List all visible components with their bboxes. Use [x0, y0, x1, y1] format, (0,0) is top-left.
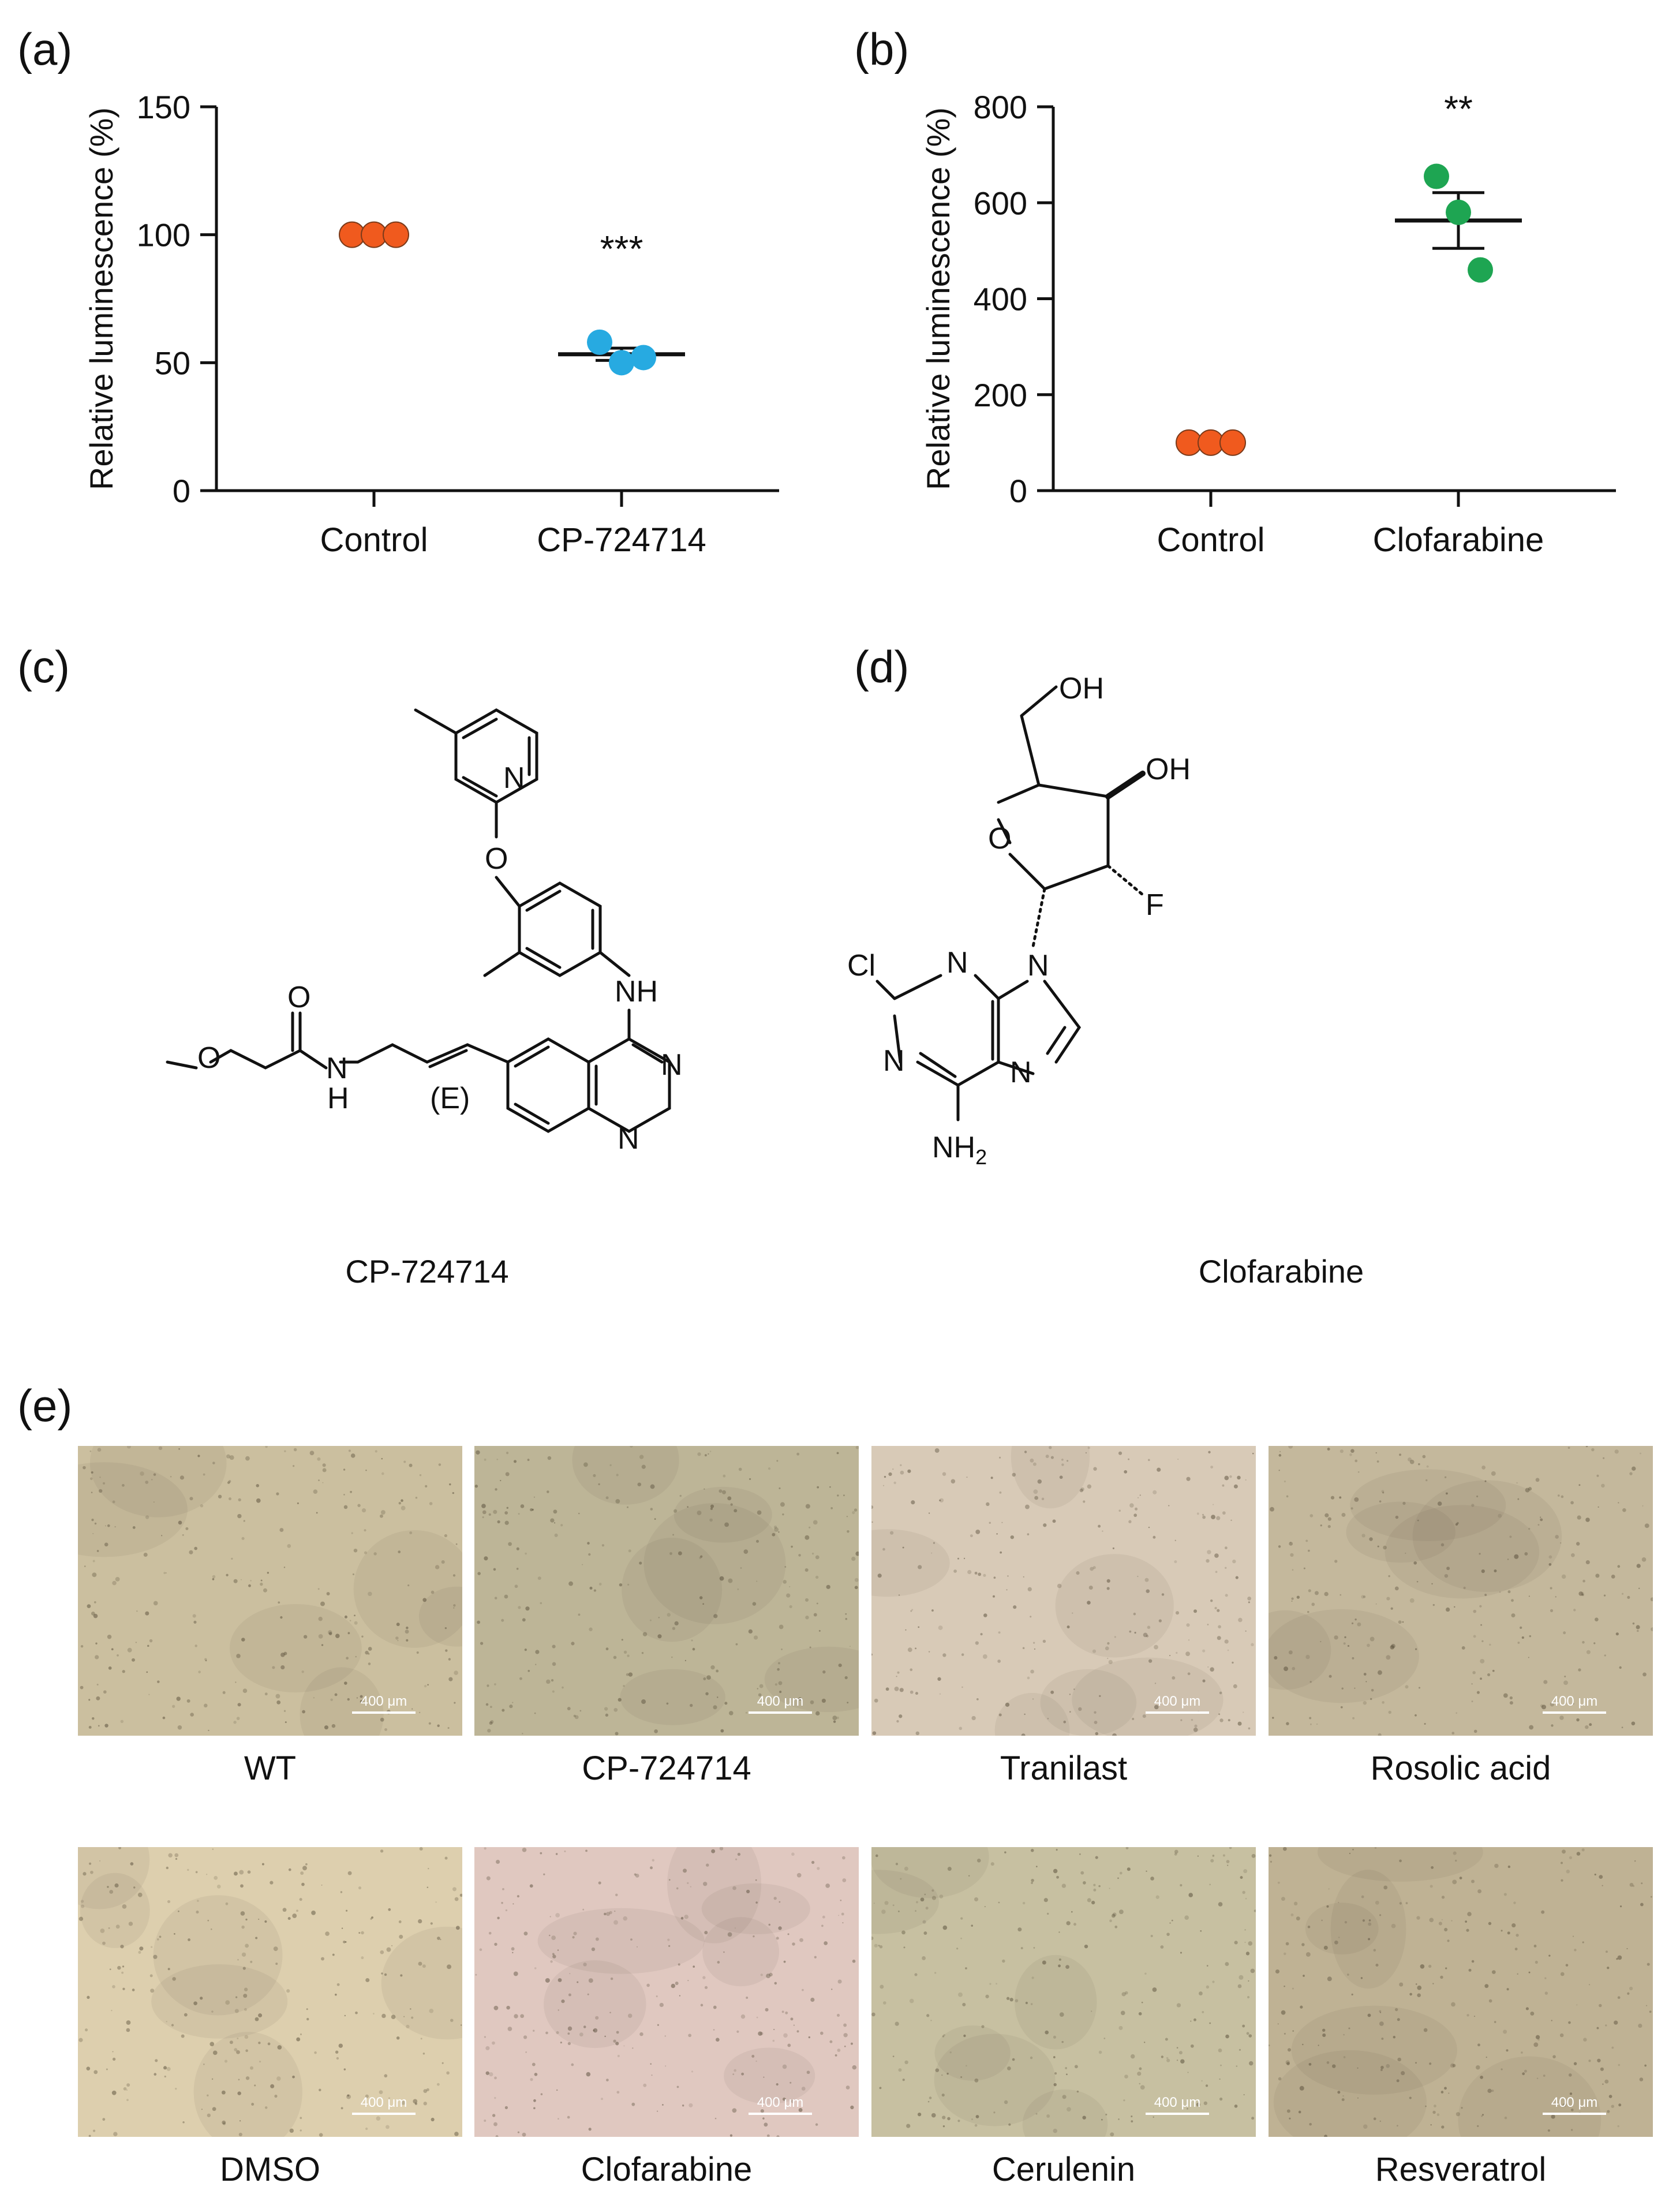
atom-n-amide: N	[326, 1052, 348, 1085]
scale-bar-label: 400 μm	[1154, 2095, 1201, 2110]
atom-o-methoxy: O	[197, 1041, 220, 1075]
atom-n7: N	[1010, 1056, 1032, 1089]
chart-b: 0 200 400 600 800 Relative luminescence (%) Co…	[920, 88, 1616, 559]
micrograph-image: 400 μm	[871, 1446, 1256, 1736]
y-axis-label: Relative luminescence (%)	[83, 107, 119, 490]
caption-cp724714: CP-724714	[345, 1253, 509, 1290]
atom-n9: N	[1027, 949, 1049, 982]
data-point	[1468, 257, 1493, 283]
micrograph-caption: WT	[244, 1750, 297, 1787]
atom-cl: Cl	[847, 949, 875, 982]
scale-bar-label: 400 μm	[361, 2095, 407, 2110]
micrograph-image: 400 μm	[474, 1847, 859, 2137]
micrograph-image: 400 μm	[1269, 1847, 1653, 2137]
chart-a: 0 50 100 150 Relative luminescence (%) Contro…	[83, 89, 779, 559]
x-tick-label: CP-724714	[537, 521, 706, 559]
scale-bar-label: 400 μm	[361, 1694, 407, 1709]
micrograph-caption: Resveratrol	[1375, 2151, 1547, 2188]
y-tick-label: 600	[974, 185, 1027, 221]
y-tick-label: 800	[974, 89, 1027, 125]
panel-label-c: (c)	[17, 641, 70, 692]
structure-cp724714: N O NH O O N H (E) N N	[166, 708, 683, 1156]
y-tick-label: 200	[974, 377, 1027, 413]
micrograph-image: 400 μm	[871, 1847, 1256, 2137]
atom-nh2: NH2	[932, 1131, 987, 1169]
atom-n3: N	[883, 1044, 905, 1078]
y-tick-label: 0	[1009, 473, 1027, 509]
micrograph-image: 400 μm	[78, 1446, 462, 1736]
scale-bar-label: 400 μm	[1551, 1694, 1598, 1709]
atom-n1: N	[946, 946, 968, 980]
y-tick-label: 400	[974, 281, 1027, 317]
micrograph-caption: CP-724714	[582, 1750, 751, 1787]
data-point	[1219, 429, 1246, 456]
micrograph-image: 400 μm	[78, 1847, 462, 2137]
data-point	[1424, 163, 1449, 189]
atom-f: F	[1146, 888, 1164, 922]
y-tick-label: 150	[137, 89, 190, 125]
data-point	[1446, 199, 1471, 225]
atom-h-amide: H	[327, 1082, 349, 1115]
x-tick-label: Clofarabine	[1373, 521, 1544, 559]
data-point	[587, 329, 612, 355]
atom-nh: NH	[615, 975, 658, 1008]
micrograph-caption: Cerulenin	[991, 2151, 1136, 2188]
data-point	[631, 345, 656, 371]
significance-marker: **	[1444, 88, 1473, 130]
data-point	[609, 350, 634, 376]
atom-o-ether: O	[485, 842, 508, 876]
atom-oh-1: OH	[1059, 672, 1104, 705]
y-tick-label: 0	[173, 473, 190, 509]
atom-o-ring: O	[988, 822, 1011, 855]
structure-clofarabine: OH OH O F Cl N N N N NH2	[847, 672, 1191, 1169]
atom-o-carbonyl: O	[287, 981, 310, 1014]
atom-n-q2: N	[618, 1122, 639, 1156]
scale-bar-label: 400 μm	[757, 1694, 804, 1709]
atom-n-pyridine: N	[503, 761, 525, 795]
atom-n-q1: N	[661, 1048, 683, 1082]
atom-oh-2: OH	[1146, 753, 1191, 786]
micrograph-caption: Tranilast	[1000, 1750, 1128, 1787]
scale-bar-label: 400 μm	[1551, 2095, 1598, 2110]
micrograph-caption: Clofarabine	[581, 2151, 753, 2188]
micrograph-image: 400 μm	[1269, 1446, 1653, 1736]
y-axis-label: Relative luminescence (%)	[920, 107, 956, 490]
panel-label-d: (d)	[854, 641, 910, 692]
y-tick-label: 100	[137, 217, 190, 253]
y-tick-label: 50	[155, 345, 190, 381]
x-tick-label: Control	[320, 521, 428, 559]
significance-marker: ***	[600, 228, 643, 270]
micrograph-caption: Rosolic acid	[1370, 1750, 1551, 1787]
caption-clofarabine: Clofarabine	[1198, 1253, 1364, 1290]
micrograph-caption: DMSO	[220, 2151, 320, 2188]
scale-bar-label: 400 μm	[1154, 1694, 1201, 1709]
stereo-e-label: (E)	[430, 1082, 470, 1115]
panel-label-b: (b)	[854, 24, 910, 74]
scale-bar-label: 400 μm	[757, 2095, 804, 2110]
panel-label-e: (e)	[17, 1380, 73, 1431]
panel-label-a: (a)	[17, 24, 73, 74]
micrograph-image: 400 μm	[474, 1446, 859, 1736]
x-tick-label: Control	[1157, 521, 1265, 559]
data-point	[383, 221, 409, 248]
